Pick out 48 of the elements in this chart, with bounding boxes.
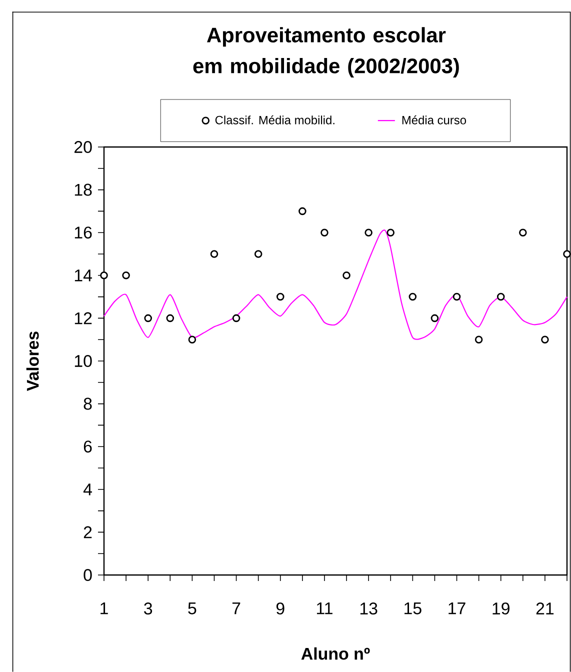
y-tick-label: 6 [84, 440, 92, 453]
y-tick-label: 8 [84, 398, 92, 410]
y-tick-label: 14 [74, 270, 92, 282]
point [254, 250, 262, 258]
point [166, 314, 174, 322]
y-tick-label: 12 [74, 312, 92, 324]
x-axis-title: Aluno nº [301, 647, 370, 660]
point [519, 228, 527, 236]
y-axis-title: Valores [26, 332, 39, 392]
point [541, 336, 549, 344]
chart-title: Aproveitamento escolar em mobilidade (2002/2003) [193, 27, 459, 78]
point [496, 292, 505, 301]
point [298, 207, 306, 216]
legend-label: Média curso [402, 115, 466, 124]
x-tick-label: 19 [492, 602, 510, 615]
x-tick-label: 3 [144, 602, 152, 615]
y-tick-label: 16 [74, 226, 92, 239]
y-tick-label: 20 [74, 140, 92, 153]
point [100, 272, 108, 280]
x-tick-label: 7 [232, 602, 240, 614]
point [144, 314, 152, 322]
x-tick-label: 17 [448, 602, 466, 614]
point [210, 250, 218, 258]
y-tick-label: 0 [84, 568, 92, 581]
x-tick-label: 15 [404, 602, 422, 614]
y-tick-label: 4 [83, 484, 92, 496]
point [122, 272, 130, 280]
y-tick-label: 18 [74, 184, 92, 196]
x-tick-label: 11 [316, 602, 332, 614]
point [188, 336, 196, 344]
x-tick-label: 21 [536, 602, 554, 614]
point [364, 228, 372, 236]
point [232, 314, 240, 322]
point [320, 228, 328, 236]
point [452, 292, 461, 301]
point [408, 292, 417, 301]
x-tick-label: 13 [360, 602, 378, 615]
point [430, 314, 439, 322]
y-tick-label: 10 [74, 354, 92, 367]
x-tick-label: 9 [276, 602, 284, 615]
point [276, 292, 284, 301]
point [342, 272, 350, 280]
point [386, 228, 395, 236]
x-tick-label: 5 [188, 602, 196, 614]
point [474, 336, 483, 344]
x-tick-label: 1 [100, 602, 108, 614]
legend-label: Classif. Média mobilid. [215, 115, 334, 124]
y-tick-label: 2 [84, 526, 92, 538]
